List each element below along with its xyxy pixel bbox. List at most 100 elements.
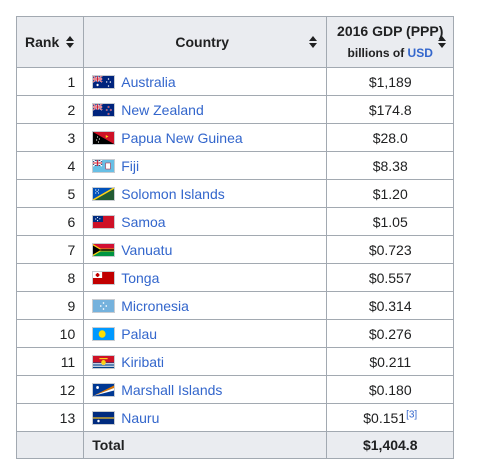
rank-cell: 6 bbox=[15, 207, 85, 236]
gdp-cell: $0.211 bbox=[326, 347, 455, 376]
australia-flag-icon[interactable] bbox=[92, 74, 116, 89]
table-row: 3 Papua New Guinea $28.0 bbox=[15, 123, 455, 152]
rank-cell: 1 bbox=[15, 67, 85, 96]
gdp-cell: $1,189 bbox=[326, 67, 455, 96]
sort-arrows-icon[interactable] bbox=[437, 35, 447, 49]
gdp-value: $0.180 bbox=[368, 381, 412, 398]
rank-cell: 2 bbox=[15, 95, 85, 124]
country-cell: Palau bbox=[83, 319, 328, 348]
solomon-islands-flag-icon[interactable] bbox=[92, 186, 116, 201]
gdp-value: $28.0 bbox=[372, 129, 408, 146]
rank-cell: 4 bbox=[15, 151, 85, 180]
country-link[interactable]: Papua New Guinea bbox=[121, 129, 243, 146]
gdp-value: $1.05 bbox=[372, 213, 408, 230]
country-cell: Tonga bbox=[83, 263, 328, 292]
rank-cell: 5 bbox=[15, 179, 85, 208]
rank-cell: 3 bbox=[15, 123, 85, 152]
gdp-value: $0.151 bbox=[363, 409, 407, 426]
country-link[interactable]: Marshall Islands bbox=[121, 381, 223, 398]
micronesia-flag-icon[interactable] bbox=[92, 298, 116, 313]
header-gdp[interactable]: 2016 GDP (PPP) billions of USD bbox=[326, 16, 455, 68]
total-label: Total bbox=[83, 431, 328, 459]
kiribati-flag-icon[interactable] bbox=[92, 354, 116, 369]
palau-flag-icon[interactable] bbox=[92, 326, 116, 341]
table-row: 9 Micronesia $0.314 bbox=[15, 291, 455, 320]
total-row: Total $1,404.8 bbox=[15, 431, 455, 459]
new-zealand-flag-icon[interactable] bbox=[92, 102, 116, 117]
table-row: 2 New Zealand $174.8 bbox=[15, 95, 455, 124]
country-cell: New Zealand bbox=[83, 95, 328, 124]
country-link[interactable]: Solomon Islands bbox=[121, 185, 225, 202]
gdp-cell: $0.151[3] bbox=[326, 403, 455, 432]
tonga-flag-icon[interactable] bbox=[92, 270, 116, 285]
country-link[interactable]: Micronesia bbox=[121, 297, 189, 314]
rank-cell: 10 bbox=[15, 319, 85, 348]
gdp-cell: $0.276 bbox=[326, 319, 455, 348]
total-value: $1,404.8 bbox=[326, 431, 455, 459]
table-row: 1 Australia $1,189 bbox=[15, 67, 455, 96]
country-cell: Papua New Guinea bbox=[83, 123, 328, 152]
country-cell: Samoa bbox=[83, 207, 328, 236]
gdp-value: $174.8 bbox=[368, 101, 412, 118]
table-row: 6 Samoa $1.05 bbox=[15, 207, 455, 236]
samoa-flag-icon[interactable] bbox=[92, 214, 116, 229]
header-country[interactable]: Country bbox=[83, 16, 328, 68]
country-link[interactable]: Samoa bbox=[121, 213, 166, 230]
country-link[interactable]: Palau bbox=[121, 325, 158, 342]
rank-cell: 8 bbox=[15, 263, 85, 292]
table-row: 11 Kiribati $0.211 bbox=[15, 347, 455, 376]
gdp-cell: $0.723 bbox=[326, 235, 455, 264]
vanuatu-flag-icon[interactable] bbox=[92, 242, 116, 257]
marshall-islands-flag-icon[interactable] bbox=[92, 382, 116, 397]
country-link[interactable]: Nauru bbox=[121, 409, 160, 426]
country-cell: Australia bbox=[83, 67, 328, 96]
gdp-value: $0.557 bbox=[368, 269, 412, 286]
gdp-cell: $28.0 bbox=[326, 123, 455, 152]
reference-link[interactable]: [3] bbox=[406, 408, 418, 420]
gdp-cell: $0.557 bbox=[326, 263, 455, 292]
country-cell: Vanuatu bbox=[83, 235, 328, 264]
fiji-flag-icon[interactable] bbox=[92, 158, 116, 173]
gdp-value: $0.314 bbox=[368, 297, 412, 314]
header-rank-label: Rank bbox=[25, 34, 60, 50]
country-link[interactable]: Vanuatu bbox=[121, 241, 173, 258]
header-row: Rank Country 2016 GDP bbox=[15, 16, 455, 68]
header-gdp-unit-prefix: billions of bbox=[347, 46, 408, 60]
gdp-cell: $1.05 bbox=[326, 207, 455, 236]
table-row: 8 Tonga $0.557 bbox=[15, 263, 455, 292]
country-cell: Nauru bbox=[83, 403, 328, 432]
nauru-flag-icon[interactable] bbox=[92, 410, 116, 425]
sort-arrows-icon[interactable] bbox=[65, 35, 75, 49]
usd-link[interactable]: USD bbox=[407, 46, 433, 60]
gdp-value: $1.20 bbox=[372, 185, 408, 202]
rank-cell: 11 bbox=[15, 347, 85, 376]
gdp-cell: $0.314 bbox=[326, 291, 455, 320]
rank-cell: 13 bbox=[15, 403, 85, 432]
gdp-table: Rank Country 2016 GDP bbox=[15, 16, 455, 459]
gdp-cell: $8.38 bbox=[326, 151, 455, 180]
gdp-value: $8.38 bbox=[372, 157, 408, 174]
country-link[interactable]: Fiji bbox=[121, 157, 140, 174]
total-rank-cell bbox=[15, 431, 85, 459]
table-row: 4 Fiji $8.38 bbox=[15, 151, 455, 180]
country-cell: Kiribati bbox=[83, 347, 328, 376]
gdp-value: $0.276 bbox=[368, 325, 412, 342]
table-row: 12 Marshall Islands $0.180 bbox=[15, 375, 455, 404]
gdp-cell: $174.8 bbox=[326, 95, 455, 124]
sort-arrows-icon[interactable] bbox=[308, 35, 318, 49]
country-cell: Fiji bbox=[83, 151, 328, 180]
papua-new-guinea-flag-icon[interactable] bbox=[92, 130, 116, 145]
country-link[interactable]: New Zealand bbox=[121, 101, 204, 118]
country-link[interactable]: Australia bbox=[121, 73, 176, 90]
gdp-value: $0.211 bbox=[369, 353, 412, 370]
table-row: 7 Vanuatu $0.723 bbox=[15, 235, 455, 264]
country-cell: Solomon Islands bbox=[83, 179, 328, 208]
country-link[interactable]: Kiribati bbox=[121, 353, 165, 370]
header-country-label: Country bbox=[175, 34, 230, 50]
gdp-value: $0.723 bbox=[368, 241, 412, 258]
header-rank[interactable]: Rank bbox=[15, 16, 85, 68]
rank-cell: 12 bbox=[15, 375, 85, 404]
rank-cell: 7 bbox=[15, 235, 85, 264]
header-gdp-unit: billions of USD bbox=[337, 44, 443, 62]
country-link[interactable]: Tonga bbox=[121, 269, 160, 286]
